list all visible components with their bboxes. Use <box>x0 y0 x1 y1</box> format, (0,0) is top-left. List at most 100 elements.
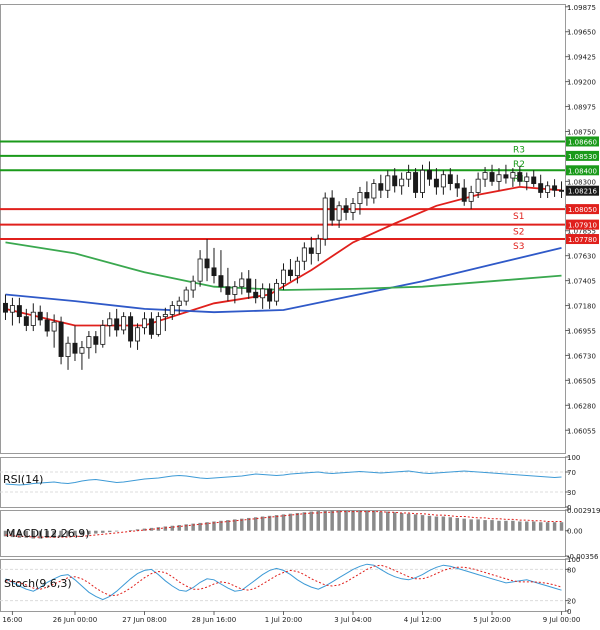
candle[interactable] <box>482 172 488 180</box>
level-name-r2: R2 <box>513 160 525 170</box>
level-name-r3: R3 <box>513 145 525 155</box>
candle[interactable] <box>378 183 384 191</box>
candle[interactable] <box>552 185 558 191</box>
candle[interactable] <box>371 183 377 199</box>
candle[interactable] <box>399 178 405 187</box>
candle[interactable] <box>65 342 71 357</box>
candle[interactable] <box>107 318 113 326</box>
candle[interactable] <box>329 197 335 221</box>
candle[interactable] <box>461 187 467 202</box>
candle[interactable] <box>72 342 78 354</box>
candle[interactable] <box>155 316 161 335</box>
candle[interactable] <box>239 278 245 288</box>
candle[interactable] <box>225 286 231 295</box>
price-tick-label: 1.09200 <box>567 79 596 87</box>
level-tag-label-s3: 1.07780 <box>568 236 597 244</box>
candle[interactable] <box>447 174 453 185</box>
candle[interactable] <box>114 318 120 331</box>
candle[interactable] <box>420 169 425 193</box>
candle[interactable] <box>211 267 217 277</box>
candle[interactable] <box>274 282 280 302</box>
candle[interactable] <box>315 238 321 254</box>
price-tick-label: 1.06955 <box>567 327 596 335</box>
candle[interactable] <box>426 169 432 180</box>
candle[interactable] <box>322 197 328 240</box>
candle[interactable] <box>260 288 266 299</box>
candle[interactable] <box>253 291 259 299</box>
candle[interactable] <box>128 316 134 342</box>
candle[interactable] <box>357 192 363 204</box>
candle[interactable] <box>121 316 127 331</box>
candle[interactable] <box>301 247 307 262</box>
moving-average-mid <box>5 247 562 314</box>
candle[interactable] <box>385 175 391 191</box>
candle[interactable] <box>545 185 551 193</box>
candle[interactable] <box>343 205 349 213</box>
candle[interactable] <box>559 189 565 192</box>
time-tick-label: 3 Jul 04:00 <box>334 616 372 624</box>
candle[interactable] <box>218 275 224 288</box>
candle[interactable] <box>496 174 502 182</box>
candle[interactable] <box>475 178 481 193</box>
level-tag-r3 <box>566 136 599 147</box>
candle[interactable] <box>169 305 175 315</box>
candle[interactable] <box>142 318 147 329</box>
candle[interactable] <box>336 205 342 221</box>
candle[interactable] <box>531 176 537 185</box>
candle[interactable] <box>350 203 356 213</box>
candle[interactable] <box>93 336 99 345</box>
candle[interactable] <box>246 278 252 293</box>
stoch-tick-label: 0 <box>567 608 571 616</box>
candle[interactable] <box>440 174 446 188</box>
candle[interactable] <box>489 172 495 182</box>
candle[interactable] <box>468 192 474 202</box>
candle[interactable] <box>16 305 22 318</box>
candle[interactable] <box>2 302 8 313</box>
candle[interactable] <box>538 183 544 193</box>
candle[interactable] <box>30 311 36 326</box>
rsi-line <box>5 470 562 486</box>
candle[interactable] <box>190 280 196 291</box>
candle[interactable] <box>79 347 85 354</box>
price-tick-label: 1.07405 <box>567 278 596 286</box>
price-tick-label: 1.09875 <box>567 4 596 12</box>
candle[interactable] <box>406 172 412 180</box>
candle[interactable] <box>204 258 210 269</box>
candle[interactable] <box>454 183 460 189</box>
candle[interactable] <box>232 286 238 295</box>
candle[interactable] <box>281 269 286 284</box>
candle[interactable] <box>51 321 57 332</box>
candle[interactable] <box>524 176 530 182</box>
candle[interactable] <box>287 269 293 277</box>
level-tag-r1 <box>566 165 599 176</box>
candle[interactable] <box>148 318 154 335</box>
candle[interactable] <box>197 258 203 282</box>
stoch-tick-label: 100 <box>567 556 580 564</box>
candle[interactable] <box>503 174 509 179</box>
candle[interactable] <box>9 305 15 313</box>
candle[interactable] <box>44 319 50 332</box>
candle[interactable] <box>364 192 370 199</box>
candle[interactable] <box>294 260 300 277</box>
candle[interactable] <box>58 321 64 357</box>
price-tick-label: 1.06280 <box>567 402 596 410</box>
candle[interactable] <box>308 247 314 254</box>
candle[interactable] <box>433 178 439 188</box>
candle[interactable] <box>37 311 43 321</box>
candle[interactable] <box>23 316 29 326</box>
candle[interactable] <box>86 336 92 349</box>
candle[interactable] <box>413 172 419 193</box>
candle[interactable] <box>392 175 398 187</box>
candle[interactable] <box>183 289 189 302</box>
candle[interactable] <box>135 327 141 342</box>
candle[interactable] <box>162 314 168 318</box>
current-price-label: 1.08216 <box>568 188 597 196</box>
candle[interactable] <box>517 172 523 182</box>
stoch-title: Stoch(9,6,3) <box>4 577 72 590</box>
candle[interactable] <box>510 172 516 179</box>
candle[interactable] <box>100 325 106 345</box>
candle[interactable] <box>267 288 273 302</box>
candle[interactable] <box>176 300 182 306</box>
